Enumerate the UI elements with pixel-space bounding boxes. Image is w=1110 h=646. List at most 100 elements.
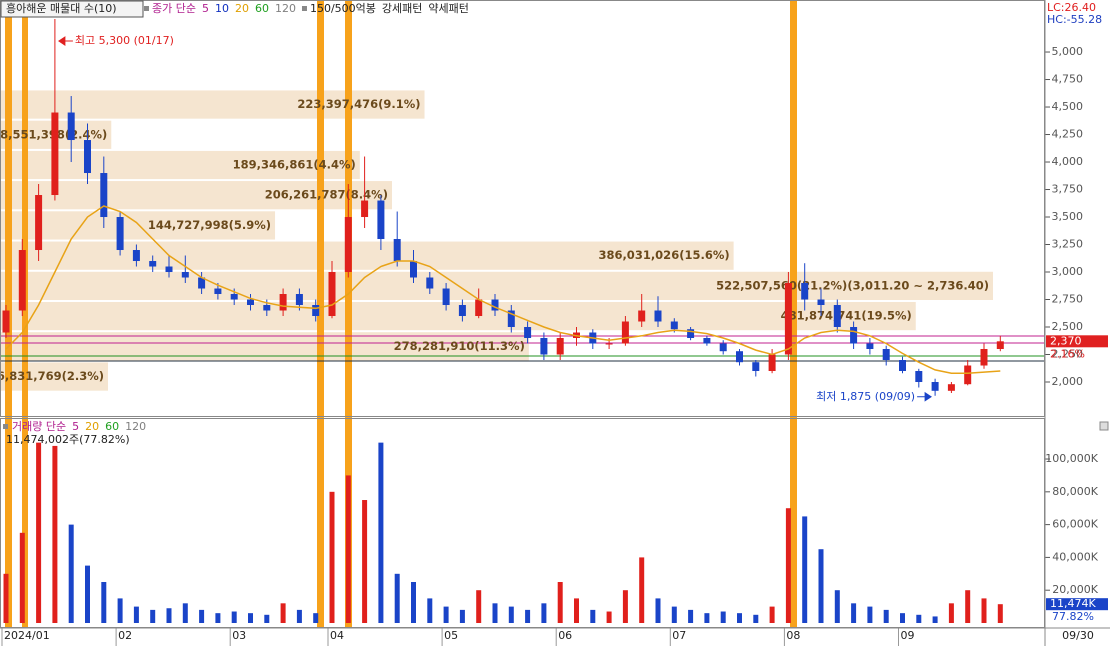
- candle-body: [915, 371, 923, 383]
- volume-bar: [704, 613, 710, 623]
- candle-body: [556, 338, 564, 355]
- legend-entry: 120: [275, 2, 296, 15]
- y-tick-label: 80,000K: [1052, 485, 1098, 498]
- candle-body: [344, 217, 352, 273]
- candle-body: [2, 310, 10, 333]
- volume-bar: [459, 609, 465, 623]
- high-arrow: [57, 36, 73, 46]
- legend-entry: 20: [235, 2, 249, 15]
- volume-bar: [655, 598, 661, 623]
- legend-entry: 60: [255, 2, 269, 15]
- y-tick-label: 4,250: [1052, 128, 1084, 141]
- candle-body: [850, 327, 858, 344]
- volume-profile-bar: [0, 271, 993, 301]
- volume-bar: [557, 582, 563, 623]
- volume-bar: [19, 532, 25, 623]
- x-tick-label: 06: [558, 629, 572, 642]
- legend-entry: 5: [72, 420, 79, 433]
- candle-body: [198, 277, 206, 289]
- x-tick-label: 07: [672, 629, 686, 642]
- volume-bar: [345, 475, 351, 623]
- volume-bar: [769, 606, 775, 623]
- candle-body: [279, 294, 287, 311]
- volume-info: 11,474,002주(77.82%): [6, 433, 130, 446]
- low-label: 최저 1,875 (09/09): [816, 390, 915, 403]
- volume-bar: [590, 609, 596, 623]
- candle-body: [638, 310, 646, 322]
- x-tick-label: 2024/01: [4, 629, 50, 642]
- candle-body: [654, 310, 662, 322]
- last-volume-pct: 77.82%: [1052, 610, 1094, 623]
- legend-marker: [3, 424, 8, 429]
- title-box: [0, 0, 144, 18]
- y-tick-label: 5,000: [1052, 45, 1084, 58]
- panel-button[interactable]: [1099, 421, 1109, 431]
- y-tick-label: 40,000K: [1052, 550, 1098, 563]
- volume-bar: [36, 442, 42, 623]
- legend-entry: 10: [215, 2, 229, 15]
- volume-profile-label: 278,281,910(11.3%): [394, 339, 525, 353]
- candle-body: [670, 321, 678, 330]
- volume-bar: [785, 508, 791, 623]
- lc-label: LC:26.40: [1047, 1, 1096, 14]
- volume-bar: [133, 606, 139, 623]
- volume-bar: [916, 614, 922, 623]
- candle-body: [361, 200, 369, 218]
- legend-entry: 종가 단순: [152, 2, 196, 15]
- candle-body: [35, 195, 43, 251]
- candle-body: [393, 239, 401, 262]
- candle-body: [801, 283, 809, 300]
- volume-profile-bar: [0, 150, 360, 180]
- candle-body: [947, 384, 955, 391]
- volume-bar: [52, 445, 58, 623]
- y-tick-label: 3,250: [1052, 238, 1084, 251]
- candle-body: [84, 140, 91, 174]
- candle-body: [964, 365, 972, 385]
- candle-body: [736, 351, 743, 363]
- y-tick-label: 2,750: [1052, 293, 1084, 306]
- pattern-bar: [22, 0, 28, 628]
- volume-bar: [362, 500, 368, 623]
- volume-bar: [900, 613, 905, 623]
- volume-bar: [101, 582, 107, 623]
- candle-body: [491, 299, 499, 311]
- volume-bar: [948, 603, 954, 623]
- volume-bar: [182, 603, 188, 623]
- volume-bar: [150, 609, 156, 623]
- low-arrow: [917, 391, 933, 402]
- candle-body: [116, 217, 124, 251]
- y-tick-label: 3,750: [1052, 183, 1084, 196]
- candle-body: [263, 305, 271, 311]
- candle-body: [67, 112, 75, 141]
- candle-body: [524, 327, 532, 339]
- legend-entry: 5: [202, 2, 209, 15]
- volume-bar: [68, 524, 74, 623]
- y-tick-label: 4,500: [1052, 100, 1084, 113]
- volume-profile-bar: [0, 302, 916, 331]
- volume-bar: [867, 606, 873, 623]
- volume-bar: [313, 613, 319, 623]
- volume-bar: [508, 606, 514, 623]
- y-tick-label: 20,000K: [1052, 583, 1098, 596]
- volume-profile-label: 522,507,560(21.2%)(3,011.20 ~ 2,736.40): [716, 278, 989, 292]
- hc-label: HC:-55.28: [1047, 13, 1102, 26]
- candle-body: [833, 305, 841, 328]
- volume-bar: [443, 606, 449, 623]
- change-label: 2.16%: [1050, 347, 1085, 360]
- x-tick-label: 08: [786, 629, 800, 642]
- legend-entry: 강세패턴: [382, 2, 422, 15]
- volume-bar: [753, 614, 759, 623]
- candle-body: [377, 200, 385, 240]
- candle-body: [507, 310, 515, 328]
- volume-profile-label: 481,874,741(19.5%): [781, 309, 912, 323]
- candle-body: [866, 343, 874, 350]
- volume-bar: [199, 609, 205, 623]
- y-tick-label: 2,500: [1052, 320, 1084, 333]
- volume-profile-label: 189,346,861(4.4%): [233, 157, 356, 171]
- moving-average: [5, 205, 1001, 374]
- candle-body: [295, 294, 303, 306]
- y-tick-label: 2,250: [1052, 348, 1084, 361]
- volume-bar: [883, 609, 889, 623]
